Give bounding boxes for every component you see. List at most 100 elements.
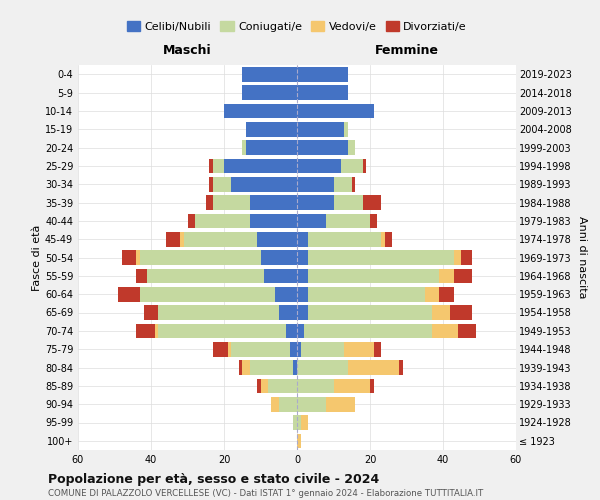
Bar [362, 158, 367, 173]
Bar [458, 324, 476, 338]
Bar [297, 378, 334, 393]
Bar [297, 214, 326, 228]
Bar [260, 378, 268, 393]
Bar [180, 232, 184, 246]
Bar [297, 360, 348, 375]
Bar [155, 324, 158, 338]
Bar [308, 232, 381, 246]
Bar [213, 158, 224, 173]
Bar [297, 232, 308, 246]
Bar [334, 378, 370, 393]
Bar [209, 177, 213, 192]
Bar [184, 232, 257, 246]
Bar [297, 122, 344, 136]
Bar [308, 287, 425, 302]
Bar [326, 397, 355, 411]
Bar [297, 342, 301, 356]
Bar [297, 250, 308, 265]
Bar [271, 397, 279, 411]
Bar [122, 250, 136, 265]
Text: Maschi: Maschi [163, 44, 212, 58]
Bar [297, 324, 304, 338]
Text: Popolazione per età, sesso e stato civile - 2024: Popolazione per età, sesso e stato civil… [48, 472, 379, 486]
Bar [275, 287, 297, 302]
Text: Femmine: Femmine [374, 44, 439, 58]
Bar [144, 305, 158, 320]
Bar [118, 287, 140, 302]
Bar [242, 67, 297, 82]
Bar [195, 214, 250, 228]
Bar [304, 324, 432, 338]
Bar [136, 250, 140, 265]
Bar [293, 415, 297, 430]
Bar [308, 250, 454, 265]
Bar [268, 378, 297, 393]
Bar [257, 232, 297, 246]
Bar [432, 305, 450, 320]
Bar [334, 195, 362, 210]
Bar [279, 305, 297, 320]
Bar [297, 397, 326, 411]
Bar [293, 360, 297, 375]
Bar [297, 434, 301, 448]
Bar [341, 158, 362, 173]
Bar [297, 415, 301, 430]
Bar [232, 177, 297, 192]
Bar [213, 177, 232, 192]
Bar [232, 342, 290, 356]
Bar [260, 250, 297, 265]
Bar [136, 324, 155, 338]
Bar [334, 177, 352, 192]
Bar [370, 214, 377, 228]
Bar [362, 195, 381, 210]
Bar [348, 360, 399, 375]
Bar [344, 342, 374, 356]
Bar [140, 250, 260, 265]
Bar [257, 378, 260, 393]
Bar [279, 397, 297, 411]
Bar [297, 158, 341, 173]
Bar [286, 324, 297, 338]
Bar [242, 140, 246, 155]
Bar [297, 177, 334, 192]
Bar [250, 195, 297, 210]
Bar [308, 305, 432, 320]
Bar [352, 177, 355, 192]
Bar [326, 214, 370, 228]
Bar [450, 305, 472, 320]
Bar [297, 305, 308, 320]
Bar [148, 268, 264, 283]
Bar [224, 158, 297, 173]
Bar [140, 287, 275, 302]
Bar [213, 342, 227, 356]
Bar [454, 250, 461, 265]
Bar [425, 287, 439, 302]
Bar [297, 195, 334, 210]
Bar [239, 360, 242, 375]
Bar [461, 250, 472, 265]
Bar [439, 268, 454, 283]
Bar [227, 342, 232, 356]
Bar [439, 287, 454, 302]
Text: COMUNE DI PALAZZOLO VERCELLESE (VC) - Dati ISTAT 1° gennaio 2024 - Elaborazione : COMUNE DI PALAZZOLO VERCELLESE (VC) - Da… [48, 489, 483, 498]
Bar [246, 122, 297, 136]
Bar [348, 140, 355, 155]
Bar [158, 324, 286, 338]
Bar [166, 232, 180, 246]
Bar [250, 214, 297, 228]
Bar [136, 268, 148, 283]
Bar [297, 140, 348, 155]
Bar [399, 360, 403, 375]
Bar [297, 268, 308, 283]
Bar [308, 268, 439, 283]
Bar [250, 360, 293, 375]
Bar [187, 214, 195, 228]
Bar [246, 140, 297, 155]
Y-axis label: Anni di nascita: Anni di nascita [577, 216, 587, 298]
Bar [290, 342, 297, 356]
Bar [297, 67, 348, 82]
Bar [224, 104, 297, 118]
Bar [206, 195, 213, 210]
Bar [213, 195, 250, 210]
Bar [242, 360, 250, 375]
